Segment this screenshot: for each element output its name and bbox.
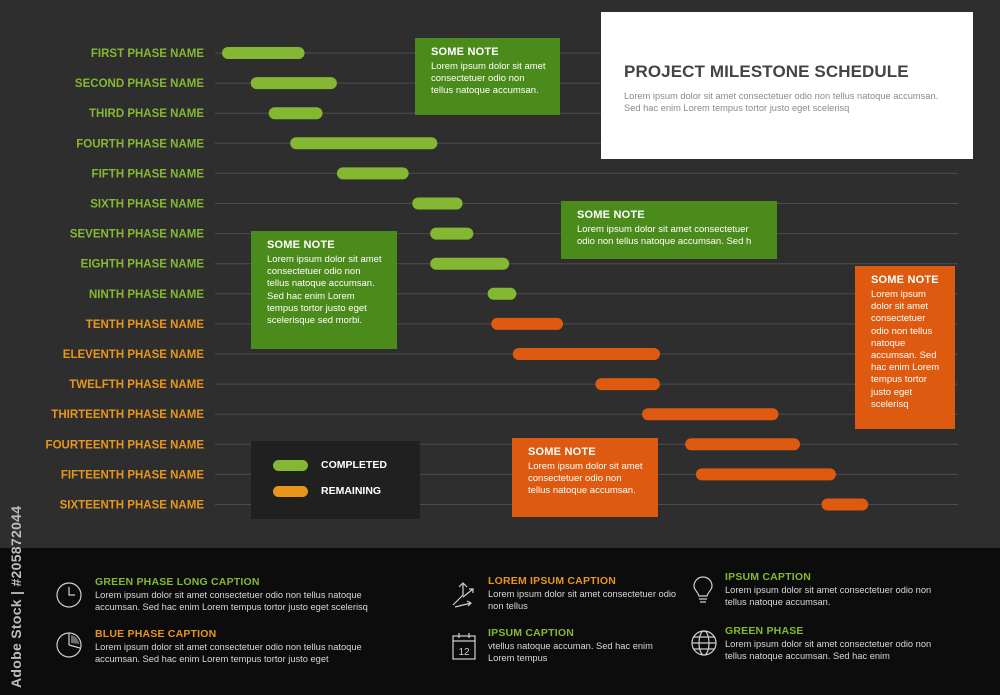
note-title: SOME NOTE — [528, 446, 596, 458]
globe-icon — [691, 630, 717, 656]
caption-heading: IPSUM CAPTION — [725, 571, 812, 583]
watermark-text: Adobe Stock | #205872044 — [8, 505, 24, 688]
phase-bar — [268, 107, 323, 120]
legend-completed-swatch — [273, 460, 308, 471]
legend-completed-label: COMPLETED — [321, 459, 387, 471]
caption-block: LOREM IPSUM CAPTION Lorem ipsum dolor si… — [488, 575, 678, 612]
phase-bar — [430, 227, 474, 240]
phase-bar — [642, 408, 779, 421]
caption-heading: IPSUM CAPTION — [488, 627, 575, 639]
caption-block: BLUE PHASE CAPTION Lorem ipsum dolor sit… — [95, 628, 395, 665]
note-box: SOME NOTE Lorem ipsum dolor sit amet con… — [251, 231, 397, 349]
phase-label: NINTH PHASE NAME — [89, 289, 204, 301]
legend-remaining-label: REMAINING — [321, 485, 382, 497]
phase-bar — [491, 317, 564, 330]
phase-bar — [336, 167, 409, 180]
caption-block: GREEN PHASE Lorem ipsum dolor sit amet c… — [725, 625, 955, 662]
phase-label: ELEVENTH PHASE NAME — [63, 349, 205, 361]
caption-body: vtellus natoque accuman. Sed hac enim Lo… — [488, 641, 653, 663]
phase-label: FOURTH PHASE NAME — [76, 138, 204, 150]
phase-bar — [250, 77, 337, 90]
phase-label: THIRD PHASE NAME — [89, 108, 204, 120]
caption-heading: GREEN PHASE — [725, 625, 804, 637]
note-box: SOME NOTE Lorem ipsum dolor sit amet con… — [855, 266, 955, 429]
phase-bar — [290, 137, 438, 150]
caption-block: GREEN PHASE LONG CAPTION Lorem ipsum dol… — [95, 576, 395, 613]
phase-bar — [222, 47, 305, 59]
phase-label: THIRTEENTH PHASE NAME — [51, 409, 204, 421]
phase-label: TWELFTH PHASE NAME — [69, 379, 204, 391]
footer: GREEN PHASE LONG CAPTION Lorem ipsum dol… — [0, 548, 1000, 695]
phase-label: SIXTH PHASE NAME — [90, 199, 204, 211]
note-title: SOME NOTE — [267, 239, 335, 251]
note-title: SOME NOTE — [431, 46, 499, 58]
note-body: Lorem ipsum dolor sit amet consectetuer … — [431, 61, 546, 97]
caption-body: Lorem ipsum dolor sit amet consectetuer … — [725, 639, 932, 661]
note-box: SOME NOTE Lorem ipsum dolor sit amet con… — [415, 38, 560, 115]
calendar-icon: 12 — [452, 633, 476, 660]
caption-block: IPSUM CAPTION vtellus natoque accuman. S… — [488, 627, 678, 664]
phase-label: SEVENTH PHASE NAME — [70, 229, 205, 241]
arrows-icon — [452, 582, 474, 608]
phase-bar — [487, 287, 517, 300]
lightbulb-icon — [693, 576, 713, 603]
note-body: Lorem ipsum dolor sit amet consectetuer … — [871, 289, 940, 410]
phase-label: FIFTH PHASE NAME — [92, 168, 205, 180]
phase-label: FIRST PHASE NAME — [91, 48, 204, 60]
caption-heading: LOREM IPSUM CAPTION — [488, 575, 617, 587]
caption-body: Lorem ipsum dolor sit amet consectetuer … — [488, 589, 677, 611]
title-box: PROJECT MILESTONE SCHEDULE Lorem ipsum d… — [601, 12, 973, 159]
legend: COMPLETED REMAINING — [251, 441, 420, 519]
phase-bar — [695, 468, 836, 481]
phase-bar — [512, 348, 660, 360]
phase-label: FIFTEENTH PHASE NAME — [61, 469, 204, 481]
phase-label: SECOND PHASE NAME — [75, 78, 204, 90]
note-box: SOME NOTE Lorem ipsum dolor sit amet con… — [561, 201, 777, 259]
note-title: SOME NOTE — [577, 209, 645, 221]
caption-block: IPSUM CAPTION Lorem ipsum dolor sit amet… — [725, 571, 955, 608]
page-title: PROJECT MILESTONE SCHEDULE — [624, 62, 909, 81]
note-box: SOME NOTE Lorem ipsum dolor sit amet con… — [512, 438, 658, 517]
phase-bar — [430, 257, 510, 270]
caption-body: Lorem ipsum dolor sit amet consectetuer … — [725, 585, 932, 607]
phase-bar — [412, 197, 463, 210]
note-body: Lorem ipsum dolor sit amet consectetuer … — [267, 254, 382, 327]
phase-label: EIGHTH PHASE NAME — [81, 259, 205, 271]
phase-label: FOURTEENTH PHASE NAME — [46, 439, 205, 451]
note-title: SOME NOTE — [871, 274, 939, 286]
phase-bar — [821, 498, 869, 511]
caption-heading: GREEN PHASE LONG CAPTION — [95, 576, 260, 588]
clock-icon — [56, 582, 82, 608]
note-body: Lorem ipsum dolor sit amet consectetuer … — [528, 461, 643, 497]
note-body: Lorem ipsum dolor sit amet consectetuer … — [577, 224, 752, 248]
phase-bar — [685, 438, 800, 451]
page-subtitle: Lorem ipsum dolor sit amet consectetuer … — [624, 91, 939, 113]
caption-body: Lorem ipsum dolor sit amet consectetuer … — [95, 590, 368, 612]
phase-label: TENTH PHASE NAME — [86, 319, 205, 331]
pie-chart-icon — [56, 632, 82, 658]
calendar-day-text: 12 — [458, 647, 470, 658]
phase-bar — [595, 378, 660, 391]
caption-heading: BLUE PHASE CAPTION — [95, 628, 217, 640]
legend-remaining-swatch — [273, 486, 308, 497]
caption-body: Lorem ipsum dolor sit amet consectetuer … — [95, 642, 362, 664]
phase-label: SIXTEENTH PHASE NAME — [60, 500, 205, 512]
